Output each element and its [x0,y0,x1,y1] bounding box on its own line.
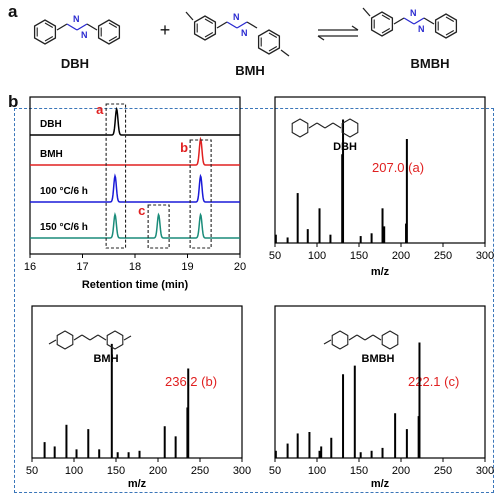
ms-bmbh-frame [274,305,486,459]
ms-bmbh-xlabel: m/z [371,478,390,490]
plus-sign: + [159,20,171,40]
azine-n-label: N [233,12,240,22]
ms-tick-label: 150 [350,465,368,477]
bmbh-methyl [362,7,371,17]
azine-n-label: N [241,28,248,38]
ms-dbh-annotation: 207.0 (a) [372,160,424,175]
chromatogram-series-label: 150 °C/6 h [40,222,88,233]
chromatogram-xlabel: Retention time (min) [82,279,189,291]
equilibrium-arrows [317,25,359,41]
bmh-methyl-right [280,49,290,57]
ms-tick-label: 100 [65,465,83,477]
dbh-ring-left [33,19,57,45]
ms-tick-label: 200 [149,465,167,477]
chromatogram-series-label: DBH [40,119,62,130]
chromatogram-trace-1 [30,136,240,166]
ms-bmh-title: BMH [93,353,118,365]
ms-dbh-structure [291,118,359,138]
ms-tick-label: 100 [308,465,326,477]
chromatogram-trace-2 [30,173,240,203]
bmh-ring-right [257,29,281,55]
dbh-ring-right [97,19,121,45]
bmh-methyl-left [185,11,194,21]
ms-bmh-structure [48,330,132,350]
ms-tick-label: 150 [107,465,125,477]
ms-tick-label: 100 [308,250,326,262]
chromatogram-series-label: BMH [40,149,63,160]
ms-bmbh-plot: m/z BMBH 222.1 (c) 50 100 150 200 250 300 [269,305,494,490]
chromatogram-tick-label: 20 [234,261,246,273]
ms-tick-label: 300 [476,465,494,477]
azine-n-label: N [418,24,425,34]
ms-tick-label: 50 [26,465,38,477]
bmbh-azine: NN [393,8,435,34]
ms-tick-label: 300 [476,250,494,262]
bmbh-ring-right [434,13,458,39]
chromatogram-tick-label: 19 [181,261,193,273]
ms-dbh-xlabel: m/z [371,266,390,278]
ms-tick-label: 150 [350,250,368,262]
bmbh-ring-left [370,11,394,37]
compound-label-bmh: BMH [235,63,265,78]
annotation-box-a [105,103,127,249]
ms-tick-label: 50 [269,250,281,262]
ms-tick-label: 300 [233,465,251,477]
ms-bmbh-title: BMBH [362,353,395,365]
annotation-label-b: b [180,140,188,155]
ms-dbh-title: DBH [333,141,357,153]
ms-dbh-frame [274,96,486,244]
azine-n-label: N [73,14,80,24]
bmh-azine: NN [216,12,258,38]
annotation-box-b [189,139,212,249]
ms-dbh-plot: m/z DBH 207.0 (a) 50 100 150 200 250 300 [269,96,494,278]
azine-n-label: N [410,8,417,18]
ms-tick-label: 250 [191,465,209,477]
chromatogram-plot: Retention time (min) DBH BMH 100 °C/6 h 150… [24,96,246,291]
bmh-ring-left [193,15,217,41]
ms-bmbh-structure [323,330,399,350]
compound-label-dbh: DBH [60,56,90,71]
chromatogram-series-label: 100 °C/6 h [40,186,88,197]
compound-label-bmbh: BMBH [410,56,450,71]
panel-label-a: a [8,2,18,21]
ms-bmh-annotation: 236.2 (b) [165,374,217,389]
panel-b-frame [14,108,494,493]
chromatogram-tick-label: 16 [24,261,36,273]
chromatogram-trace-0 [30,106,240,136]
annotation-box-c [147,204,170,249]
ms-tick-label: 200 [392,250,410,262]
ms-tick-label: 250 [434,250,452,262]
annotation-label-c: c [138,203,145,218]
ms-bmh-xlabel: m/z [128,478,147,490]
chromatogram-trace-3 [30,212,240,239]
ms-bmh-frame [31,305,243,459]
ms-bmbh-annotation: 222.1 (c) [408,374,459,389]
azine-n-label: N [81,30,88,40]
ms-tick-label: 200 [392,465,410,477]
ms-bmh-plot: m/z BMH 236.2 (b) 50 100 150 200 250 300 [26,305,251,490]
panel-label-b: b [8,92,19,111]
annotation-label-a: a [96,102,104,117]
ms-tick-label: 250 [434,465,452,477]
dbh-azine: NN [56,14,98,40]
ms-tick-label: 50 [269,465,281,477]
chromatogram-tick-label: 18 [129,261,141,273]
chromatogram-tick-label: 17 [76,261,88,273]
